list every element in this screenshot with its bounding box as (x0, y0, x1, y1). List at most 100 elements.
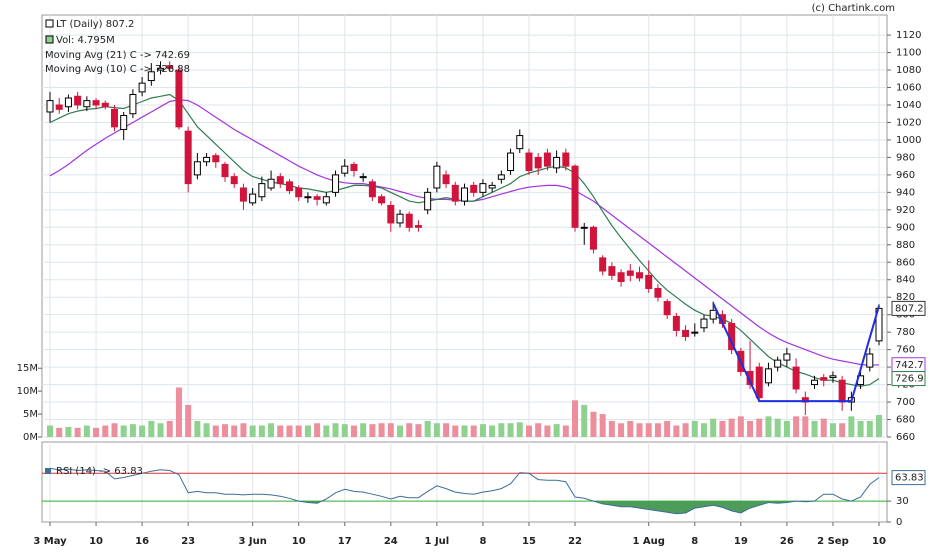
candle-body (341, 165, 349, 174)
volume-bar (590, 411, 597, 437)
candle-body (92, 100, 100, 106)
volume-bar (793, 416, 800, 437)
volume-bar (222, 424, 229, 437)
x-tick-label: 17 (338, 536, 352, 547)
candle-body (249, 193, 257, 204)
volume-bar (848, 416, 855, 437)
volume-bar (47, 425, 53, 437)
candle-body (672, 315, 680, 331)
vol-tick-label: 15M (17, 363, 38, 374)
candle-body (322, 196, 330, 204)
x-tick-label: 19 (734, 536, 748, 547)
volume-bar (654, 423, 661, 437)
volume-bar (268, 423, 275, 437)
y-tick-label: 700 (896, 397, 915, 408)
volume-bar (673, 425, 680, 437)
candle-body (792, 366, 800, 390)
volume-bar (599, 414, 606, 437)
candle-body (479, 183, 487, 193)
candle-body (110, 108, 118, 128)
volume-bar (581, 404, 588, 437)
legend-entry: RSI (14) -> 63.83 (56, 466, 143, 477)
price-tag-box (891, 300, 926, 316)
volume-bar (682, 423, 689, 437)
candle-body (663, 301, 671, 316)
volume-bar (479, 424, 486, 437)
volume-bar (443, 423, 450, 437)
volume-bar (572, 400, 579, 437)
rsi-line (49, 467, 880, 515)
volume-bar (323, 425, 330, 437)
x-tick-label: 22 (568, 536, 582, 547)
candle-body (525, 152, 533, 172)
volume-bar (783, 420, 790, 437)
candle-body (396, 213, 404, 224)
y-tick-label: 680 (896, 415, 915, 426)
vol-tick-label: 0M (23, 432, 38, 443)
volume-bar (516, 422, 523, 437)
candle-body (193, 161, 201, 176)
volume-bar (802, 416, 809, 437)
volume-bar (489, 425, 496, 437)
candle-body (626, 270, 634, 276)
candle-body (239, 187, 247, 202)
y-tick-label: 1120 (896, 30, 921, 41)
volume-bar (728, 418, 735, 437)
volume-bar (461, 425, 468, 437)
candle-body (405, 213, 413, 228)
candle-body (433, 165, 441, 189)
volume-bar (829, 423, 836, 437)
candle-body (682, 329, 690, 338)
x-tick-label: 3 Jun (238, 536, 266, 547)
candle-body (774, 359, 782, 368)
volume-bar (544, 425, 551, 437)
y-tick-label: 1000 (896, 135, 921, 146)
volume-bar (148, 420, 155, 437)
y-tick-label: 820 (896, 292, 915, 303)
volume-bar (470, 425, 477, 437)
y-tick-label: 940 (896, 187, 915, 198)
x-tick-label: 8 (479, 536, 486, 547)
candle-body (617, 272, 625, 282)
y-tick-label: 960 (896, 170, 915, 181)
volume-bar (240, 423, 247, 437)
volume-bar (166, 420, 173, 437)
candle-body (691, 331, 699, 334)
rsi-tag-box (891, 470, 926, 486)
x-tick-label: 8 (691, 536, 698, 547)
candle-body (497, 174, 505, 180)
candle-body (838, 379, 846, 403)
x-tick-label: 1 Aug (632, 536, 664, 547)
candle-body (258, 183, 266, 198)
volume-bar (691, 420, 698, 437)
volume-bar (535, 423, 542, 437)
volume-bar (341, 424, 348, 437)
volume-bar (608, 420, 615, 437)
volume-bar (74, 427, 81, 437)
legend-icon (45, 468, 51, 474)
candle-body (451, 184, 459, 202)
candle-body (74, 95, 82, 106)
volume-bar (719, 420, 726, 437)
candle-body (175, 69, 183, 128)
credit: (c) Chartink.com (812, 3, 895, 14)
volume-bar (498, 423, 505, 437)
volume-bar (277, 425, 284, 437)
volume-bar (332, 423, 339, 437)
rsi-tag: 63.83 (895, 473, 924, 484)
volume-bar (876, 415, 882, 437)
volume-bar (839, 423, 846, 437)
volume-bar (415, 424, 422, 437)
pattern-line (712, 302, 880, 403)
candle-body (866, 353, 874, 368)
volume-bar (194, 420, 201, 437)
candle-body (571, 165, 579, 228)
rsi-panel (41, 441, 888, 523)
volume-bar (83, 425, 90, 437)
candle-body (553, 156, 561, 169)
volume-bar (93, 427, 100, 437)
volume-bar (525, 425, 532, 437)
candle-body (350, 163, 358, 172)
candle-body (424, 191, 432, 211)
